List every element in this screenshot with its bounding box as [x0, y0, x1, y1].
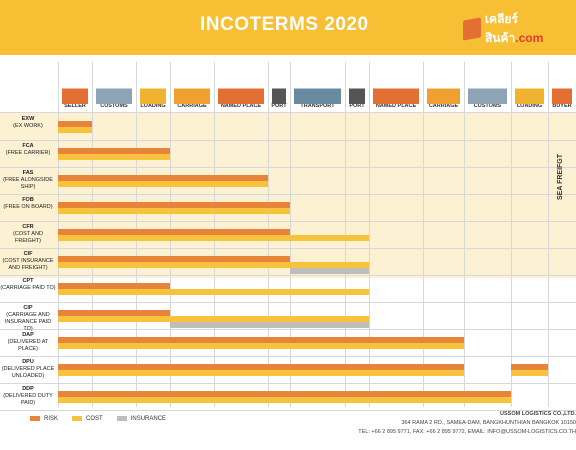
column-header-customs: CUSTOMS	[473, 103, 502, 109]
page-title: INCOTERMS 2020	[200, 14, 369, 35]
column-header-loading: LOADING	[516, 103, 543, 109]
risk-bar	[58, 364, 464, 370]
footer-address: 364 RAMA 2 RD., SAMEA-DAM, BANGKHUNTHIAN…	[401, 420, 576, 426]
column-header-carriage: CARRIAGE	[177, 103, 207, 109]
insurance-bar	[170, 322, 369, 328]
cost-bar	[58, 343, 464, 349]
row-divider	[0, 167, 576, 168]
row-divider	[0, 248, 576, 249]
cost-bar	[58, 154, 170, 160]
sea-freight-zone	[0, 113, 576, 278]
port-icon	[272, 72, 286, 104]
loading-icon	[140, 72, 166, 104]
legend-insurance: INSURANCE	[116, 416, 166, 422]
company-logo[interactable]: เคลียร์สินค้า.com	[463, 12, 576, 45]
row-divider	[0, 302, 576, 303]
risk-bar	[58, 229, 290, 235]
cost-bar	[58, 181, 268, 187]
risk-bar	[58, 121, 92, 127]
legend-cost: COST	[72, 416, 103, 422]
row-label-cif: CIF (COST INSURANCE AND FREIGHT)	[2, 251, 54, 271]
cost-bar	[58, 289, 369, 295]
buyer-icon	[552, 72, 572, 104]
row-divider	[0, 329, 576, 330]
customs-icon	[468, 72, 507, 104]
column-header-buyer: BUYER	[552, 103, 572, 109]
row-divider	[0, 356, 576, 357]
footer: USSOM LOGISTICS CO.,LTD. 364 RAMA 2 RD.,…	[358, 410, 576, 437]
footer-contact: TEL: +66 2 895 9771, FAX: +66 2 895 9772…	[358, 429, 576, 435]
column-header-loading: LOADING	[140, 103, 166, 109]
row-label-fob: FOB (FREE ON BOARD)	[3, 197, 53, 210]
risk-bar	[58, 148, 170, 154]
column-header-carriage: CARRIAGE	[428, 103, 459, 109]
box-logo-icon	[463, 17, 481, 41]
cost-bar	[58, 208, 290, 214]
column-header-transport: TRANSPORT	[300, 103, 335, 109]
cost-bar	[58, 370, 464, 376]
row-label-cpt: CPT (CARRIAGE PAID TO)	[0, 278, 56, 291]
row-divider	[0, 140, 576, 141]
cost-bar	[511, 370, 548, 376]
loading-icon	[515, 72, 544, 104]
row-divider	[0, 194, 576, 195]
header-banner: INCOTERMS 2020 เคลียร์สินค้า.com	[0, 0, 576, 55]
transport-icon	[294, 72, 341, 104]
grid-column-line	[464, 62, 465, 407]
cost-bar	[58, 235, 369, 241]
row-divider	[0, 275, 576, 276]
grid-column-line	[511, 62, 512, 407]
insurance-bar	[290, 268, 369, 274]
legend-risk: RISK	[30, 416, 58, 422]
grid-column-line	[548, 62, 549, 407]
risk-bar	[58, 310, 170, 316]
column-header-named-place: NAMED PLACE	[375, 103, 417, 109]
row-divider	[0, 410, 576, 411]
cost-bar	[58, 262, 369, 268]
risk-bar	[58, 283, 170, 289]
carriage-icon	[427, 72, 460, 104]
logo-text: เคลียร์สินค้า.com	[484, 12, 544, 45]
row-label-exw: EXW (EX WORK)	[13, 116, 43, 129]
risk-bar	[58, 256, 290, 262]
column-header-seller: SELLER	[64, 103, 86, 109]
cost-bar	[58, 316, 369, 322]
row-label-cfr: CFR (COST AND FREIGHT)	[13, 224, 43, 244]
grid-column-line	[290, 62, 291, 407]
risk-bar	[58, 175, 268, 181]
header-divider	[0, 112, 576, 113]
grid-column-line	[369, 62, 370, 407]
column-header-port: PORT	[349, 103, 365, 109]
column-header-port: PORT	[271, 103, 287, 109]
row-label-dpu: DPU (DELIVERED PLACE UNLOADED)	[1, 359, 55, 379]
cost-bar	[58, 127, 92, 133]
footer-company: USSOM LOGISTICS CO.,LTD.	[500, 411, 576, 417]
port-icon	[349, 72, 365, 104]
column-header-named-place: NAMED PLACE	[220, 103, 262, 109]
risk-bar	[58, 337, 464, 343]
row-label-cip: CIP (CARRIAGE AND INSURANCE PAID TO)	[4, 305, 52, 332]
column-header-customs: CUSTOMS	[100, 103, 128, 109]
grid-column-line	[423, 62, 424, 407]
named-place-icon	[218, 72, 264, 104]
row-label-fas: FAS (FREE ALONGSIDE SHIP)	[3, 170, 53, 190]
row-label-ddp: DDP (DELIVERED DUTY PAID)	[3, 386, 53, 406]
row-label-fca: FCA (FREE CARRIER)	[5, 143, 51, 156]
carriage-icon	[174, 72, 210, 104]
risk-bar	[511, 364, 548, 370]
cost-bar	[58, 397, 511, 403]
row-divider	[0, 383, 576, 384]
row-divider	[0, 221, 576, 222]
customs-icon	[96, 72, 132, 104]
named-place-icon	[373, 72, 419, 104]
grid-column-line	[345, 62, 346, 407]
risk-bar	[58, 202, 290, 208]
legend: RISK COST INSURANCE	[30, 416, 166, 422]
row-label-dap: DAP (DELIVERED AT PLACE)	[7, 332, 49, 352]
risk-bar	[58, 391, 511, 397]
sea-freight-label: SEA FREIFGT	[557, 153, 564, 200]
seller-icon	[62, 72, 88, 104]
